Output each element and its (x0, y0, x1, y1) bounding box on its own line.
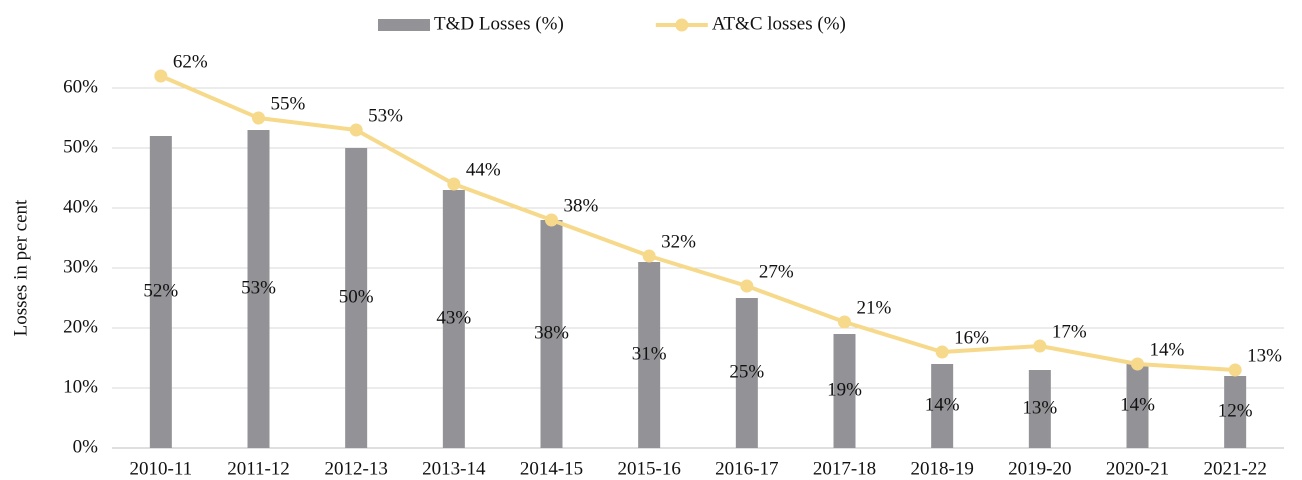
bar (1028, 370, 1051, 448)
y-tick-label: 0% (73, 436, 99, 457)
line-value-label: 21% (857, 297, 892, 318)
x-tick-label: 2021-22 (1204, 458, 1267, 479)
x-tick-label: 2015-16 (618, 458, 681, 479)
bar (833, 334, 856, 448)
line-value-label: 38% (564, 195, 599, 216)
bar-value-label: 14% (925, 394, 960, 415)
bar (1224, 376, 1247, 448)
x-tick-label: 2011-12 (227, 458, 290, 479)
bar-value-label: 13% (1022, 397, 1057, 418)
line (160, 74, 1236, 372)
y-tick-label: 30% (63, 256, 98, 277)
line-value-label: 14% (1150, 339, 1185, 360)
bar (931, 364, 954, 448)
y-tick-label: 20% (63, 316, 98, 337)
x-tick-label: 2017-18 (813, 458, 876, 479)
y-tick-label: 10% (63, 376, 98, 397)
line-marker (642, 249, 656, 263)
line-marker (545, 213, 558, 227)
bar-value-label: 53% (241, 277, 276, 298)
line-marker (838, 315, 851, 329)
x-tick-label: 2016-17 (715, 458, 778, 479)
bar-value-label: 31% (632, 343, 667, 364)
bar-value-label: 25% (729, 361, 764, 382)
bar-value-label: 38% (534, 322, 569, 343)
bar-value-label: 14% (1120, 394, 1155, 415)
x-tick-label: 2012-13 (325, 458, 388, 479)
line-marker (1131, 357, 1144, 371)
line-value-label: 32% (661, 231, 696, 252)
line-marker (1033, 339, 1047, 353)
bar (540, 220, 563, 448)
legend-label: AT&C losses (%) (712, 13, 846, 34)
line-value-label: 27% (759, 261, 794, 282)
bar (345, 148, 368, 448)
line-marker (349, 123, 363, 137)
y-tick-label: 60% (63, 76, 98, 97)
bar-value-label: 50% (339, 286, 374, 307)
line-value-label: 62% (173, 51, 208, 72)
x-tick-label: 2013-14 (422, 458, 486, 479)
x-tick-label: 2014-15 (520, 458, 583, 479)
line-value-label: 55% (271, 93, 306, 114)
bar-value-label: 19% (827, 379, 862, 400)
line-marker (1228, 363, 1242, 377)
bar (735, 298, 758, 448)
y-tick-label: 40% (63, 196, 98, 217)
bar (149, 136, 172, 448)
line-value-label: 53% (368, 105, 403, 126)
bar (442, 190, 465, 448)
legend-swatch (378, 19, 430, 31)
y-tick-label: 50% (63, 136, 98, 157)
x-tick-label: 2010-11 (130, 458, 193, 479)
x-tick-label: 2019-20 (1008, 458, 1071, 479)
bar (1126, 364, 1149, 448)
line-marker (740, 279, 754, 293)
line-marker (447, 177, 461, 191)
line-marker (154, 69, 168, 83)
bar-value-label: 12% (1218, 400, 1253, 421)
line-value-label: 17% (1052, 321, 1087, 342)
x-tick-label: 2020-21 (1106, 458, 1169, 479)
legend-label: T&D Losses (%) (434, 13, 564, 34)
x-tick-label: 2018-19 (911, 458, 974, 479)
line-marker (935, 345, 949, 359)
line-value-label: 44% (466, 159, 501, 180)
line-value-label: 16% (954, 327, 989, 348)
y-axis-label: Losses in per cent (10, 199, 31, 336)
line-value-label: 13% (1247, 345, 1282, 366)
bar (638, 262, 661, 448)
legend-swatch (675, 18, 689, 32)
bar-value-label: 52% (143, 280, 178, 301)
line-marker (252, 111, 265, 125)
bar (247, 130, 270, 448)
bar-value-label: 43% (436, 307, 471, 328)
